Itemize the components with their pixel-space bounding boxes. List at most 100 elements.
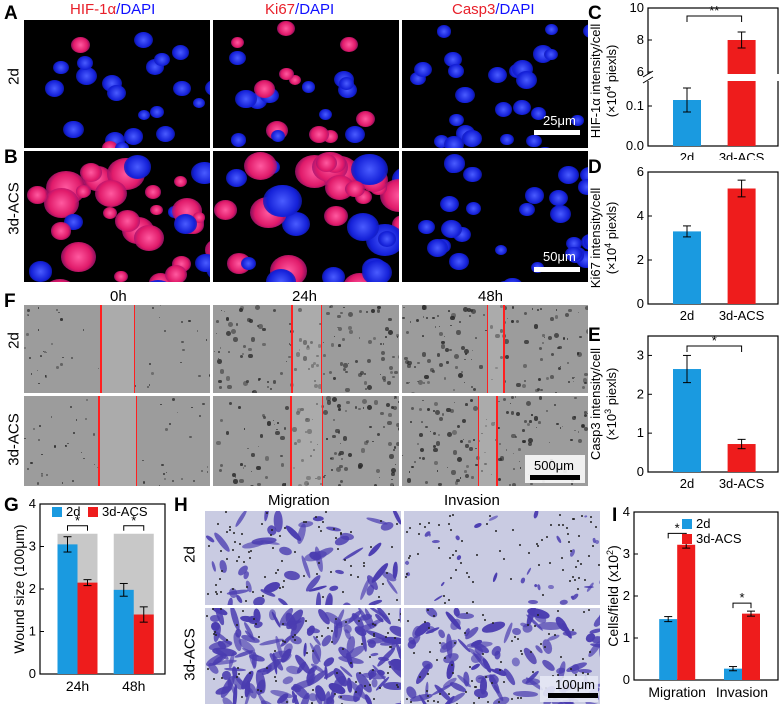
x-tick-label: Migration xyxy=(648,684,706,700)
y-axis-label: HIF-1α intensity/cell(×104 piexls) xyxy=(588,24,619,139)
fluo-image-casp3-2d xyxy=(402,20,588,148)
fluo-row-label-2d: 2d xyxy=(5,68,23,85)
panel-label-i: I xyxy=(612,505,618,526)
transwell-image-2d-migration xyxy=(205,511,401,605)
panel-label-c: C xyxy=(588,3,602,24)
wound-header-0h: 0h xyxy=(110,288,127,305)
legend-label-2d: 2d xyxy=(696,516,710,531)
y-tick-label: 1 xyxy=(623,630,630,645)
wound-image-3d-0h xyxy=(24,396,210,486)
y-tick-label: 0 xyxy=(637,296,644,311)
significance-bracket xyxy=(686,15,743,22)
chart-g-wound: 0 1 2 3 4 * 24h * 48h 2d 3d-ACS Wound size (100μm) xyxy=(11,496,166,694)
legend-label-2d: 2d xyxy=(66,504,80,519)
panel-label-b: B xyxy=(4,147,18,168)
scale-label-50um: 50μm xyxy=(543,249,576,264)
panel-label-a: A xyxy=(4,3,18,24)
casp3-sep: / xyxy=(495,1,500,18)
y-tick-label: 0 xyxy=(637,464,644,479)
chart-e-casp3: 0 1 2 3 2d 3d-ACS * Casp3 intensity/cell(×103 p… xyxy=(588,333,779,491)
significance-bracket xyxy=(686,345,743,352)
significance-bracket xyxy=(732,602,752,609)
significance-label: * xyxy=(675,520,680,535)
y-tick-label: 2 xyxy=(29,581,36,596)
y-tick-label: 0 xyxy=(29,666,36,681)
scale-label-100um: 100μm xyxy=(555,677,596,692)
y-tick-label: 6 xyxy=(637,164,644,179)
y-tick-label: 4 xyxy=(623,504,630,519)
y-tick-label: 2 xyxy=(637,252,644,267)
fluo-header-ki67: Ki67/DAPI xyxy=(265,2,334,18)
transwell-row-label-2d: 2d xyxy=(181,546,199,563)
ki67-sep: / xyxy=(295,1,300,18)
bar-3d-ACS-48h xyxy=(133,614,154,674)
panel-label-f: F xyxy=(4,291,16,312)
y-tick-label: 0.0 xyxy=(626,138,644,153)
y-tick-label: 6 xyxy=(637,64,644,79)
ki67-stain-label: Ki67 xyxy=(265,1,296,18)
fluo-image-ki67-2d xyxy=(213,20,399,148)
fluo-header-hif: HIF-1α/DAPI xyxy=(70,2,155,18)
scale-bar-top xyxy=(534,130,580,135)
casp3-dapi-label: DAPI xyxy=(499,1,535,18)
y-axis-label: Ki67 intensity/cell(×104 piexls) xyxy=(588,188,619,289)
y-tick-label: 2 xyxy=(637,386,644,401)
panel-label-d: D xyxy=(588,157,602,178)
bar-2d-24h xyxy=(57,544,78,674)
fluo-image-hif-3d xyxy=(24,151,210,282)
panel-label-h: H xyxy=(174,495,188,516)
y-tick-label: 1 xyxy=(637,425,644,440)
casp3-stain-label: Casp3 xyxy=(452,1,496,18)
x-tick-label: 2d xyxy=(680,476,694,491)
fluo-image-hif-2d xyxy=(24,20,210,148)
plot-frame xyxy=(647,171,779,305)
x-tick-label: 3d-ACS xyxy=(719,308,765,323)
fluo-header-casp3: Casp3/DAPI xyxy=(452,2,535,18)
legend-swatch-3d-ACS xyxy=(88,507,98,517)
wound-row-label-2d: 2d xyxy=(5,332,23,349)
wound-image-2d-48h xyxy=(402,305,588,393)
bar-2d-Invasion xyxy=(724,668,742,680)
legend-swatch-3d-ACS xyxy=(682,534,692,544)
significance-bracket xyxy=(67,525,88,531)
wound-row-label-3d: 3d-ACS xyxy=(5,413,23,466)
wound-image-2d-0h xyxy=(24,305,210,393)
ki67-dapi-label: DAPI xyxy=(299,1,335,18)
hif-dapi-label: DAPI xyxy=(120,1,156,18)
x-tick-label: 48h xyxy=(122,678,145,694)
legend-swatch-2d xyxy=(682,519,692,529)
significance-label: * xyxy=(75,513,80,528)
x-tick-label: Invasion xyxy=(716,684,768,700)
legend-label-3d-ACS: 3d-ACS xyxy=(696,531,742,546)
transwell-row-label-3d: 3d-ACS xyxy=(181,628,199,681)
fluo-row-label-3d: 3d-ACS xyxy=(5,182,23,235)
y-tick-label: 4 xyxy=(637,208,644,223)
chart-c-hif: 6 8 10 0.0 0.1 ** 2d 3d-ACS HIF-1α intensity/cel… xyxy=(588,0,780,160)
bar-2d xyxy=(673,369,701,472)
significance-bracket xyxy=(123,525,145,531)
bar-3d-acs xyxy=(727,40,756,146)
transwell-scale-bar xyxy=(548,693,598,698)
wound-header-48h: 48h xyxy=(478,288,504,305)
significance-label: * xyxy=(712,333,717,348)
y-tick-label: 8 xyxy=(637,32,644,47)
chart-d-ki67: 0 2 4 6 2d 3d-ACS Ki67 intensity/cell(×104 pie… xyxy=(588,164,779,323)
transwell-image-2d-invasion xyxy=(404,511,600,605)
axis-break-mark xyxy=(642,76,654,84)
hif-stain-label: HIF-1α xyxy=(70,1,117,18)
transwell-header-invasion: Invasion xyxy=(444,492,500,509)
y-axis-label: Cells/field (x102) xyxy=(605,545,621,647)
scale-label-500um: 500μm xyxy=(534,458,575,473)
significance-label: * xyxy=(131,513,136,528)
axis-break-mark xyxy=(642,70,654,78)
y-axis-label: Wound size (100μm) xyxy=(11,524,27,653)
plot-frame xyxy=(647,335,779,473)
y-tick-label: 4 xyxy=(29,496,36,511)
x-tick-label: 3d-ACS xyxy=(719,150,765,160)
significance-label: ** xyxy=(709,3,719,18)
wound-image-2d-24h xyxy=(213,305,399,393)
bar-2d-Migration xyxy=(659,619,678,680)
y-tick-label: 3 xyxy=(29,539,36,554)
axis-break-gap xyxy=(646,74,780,81)
